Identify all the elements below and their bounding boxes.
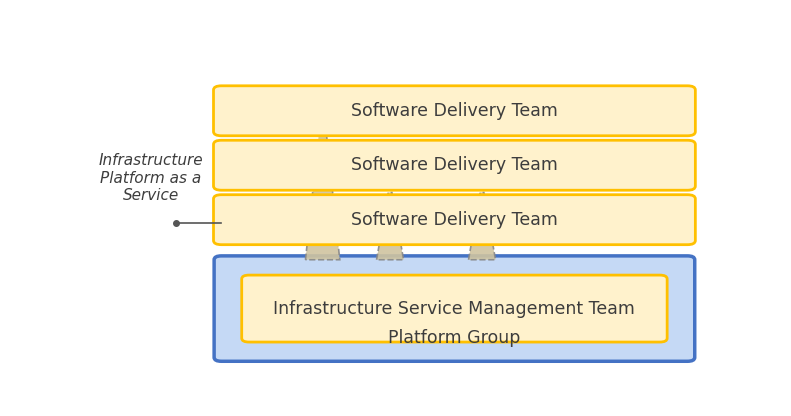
Text: Infrastructure
Platform as a
Service: Infrastructure Platform as a Service (99, 153, 203, 203)
FancyBboxPatch shape (214, 140, 695, 190)
FancyBboxPatch shape (214, 256, 694, 361)
FancyBboxPatch shape (242, 275, 667, 342)
Text: Software Delivery Team: Software Delivery Team (351, 210, 558, 229)
Text: Infrastructure Service Management Team: Infrastructure Service Management Team (274, 300, 635, 317)
FancyBboxPatch shape (214, 86, 695, 136)
Text: Software Delivery Team: Software Delivery Team (351, 102, 558, 120)
FancyBboxPatch shape (214, 195, 695, 245)
Polygon shape (305, 116, 340, 260)
Text: Software Delivery Team: Software Delivery Team (351, 156, 558, 174)
Polygon shape (377, 193, 403, 260)
Polygon shape (468, 193, 495, 260)
Text: Platform Group: Platform Group (388, 329, 520, 347)
